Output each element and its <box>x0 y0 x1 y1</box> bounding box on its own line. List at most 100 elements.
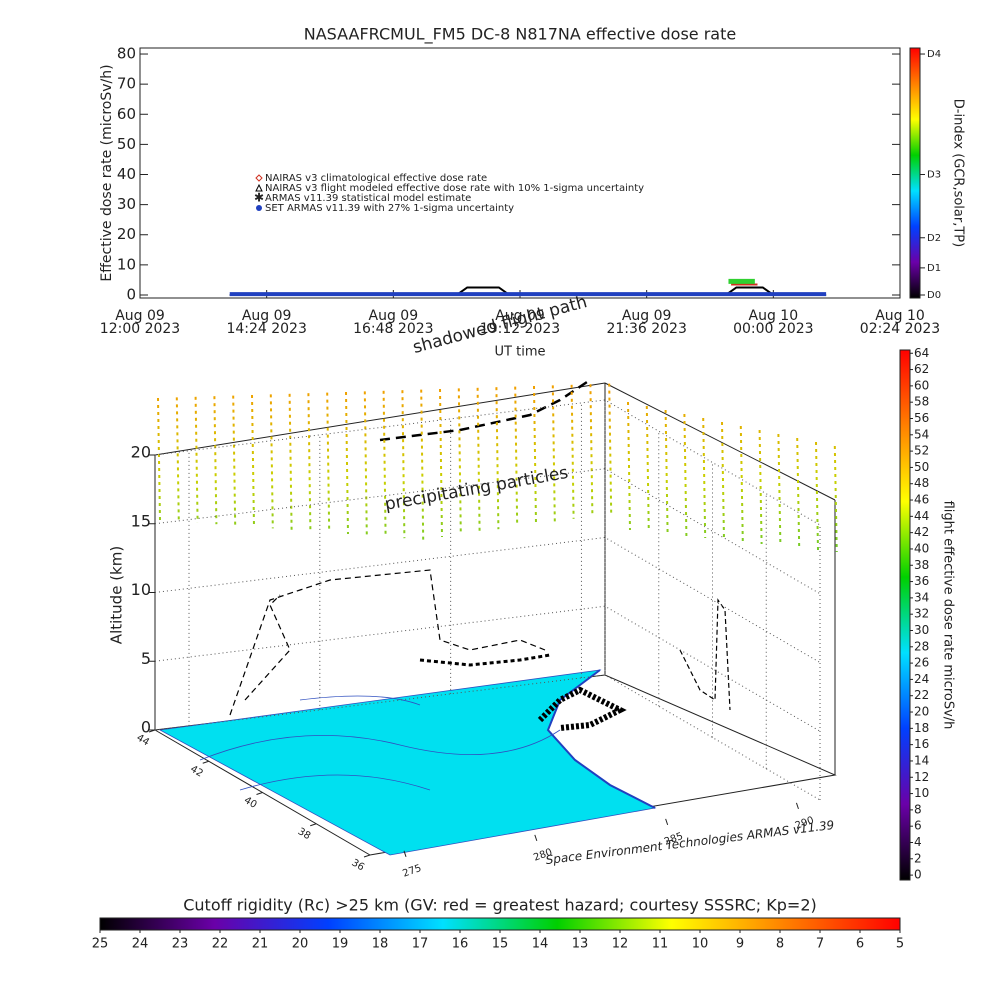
particle-column <box>777 433 782 547</box>
particle-column <box>739 425 744 543</box>
wall-edge <box>154 382 606 456</box>
particle-column <box>758 429 763 545</box>
colorbar-tick-label: 16 <box>914 737 929 751</box>
colorbar-tick-label: 22 <box>914 688 929 702</box>
x-tick-label: Aug 10 00:00 2023 <box>733 308 813 337</box>
wall-edge <box>604 382 836 501</box>
particle-column <box>251 394 255 528</box>
grid-line <box>154 399 821 526</box>
colorbar-tick-label: 20 <box>914 705 929 719</box>
colorbar-tick-label: 9 <box>736 937 744 952</box>
lat-tick <box>256 792 263 795</box>
y-tick-label: 50 <box>117 135 136 153</box>
colorbar-tick-label: 12 <box>914 770 929 784</box>
x-axis-label: UT time <box>495 345 546 360</box>
colorbar-tick-label: 16 <box>452 937 469 952</box>
legend-label: NAIRAS v3 flight modeled effective dose … <box>265 183 644 194</box>
colorbar-tick-label: 21 <box>252 937 269 952</box>
colorbar-tick-label: 23 <box>172 937 189 952</box>
particle-column <box>457 388 462 535</box>
colorbar-tick-label: 7 <box>816 937 824 952</box>
particle-column <box>288 393 293 530</box>
particle-column <box>815 441 819 551</box>
particle-column <box>269 394 274 529</box>
particle-column <box>157 397 161 521</box>
x-tick-label: Aug 09 16:48 2023 <box>353 308 433 337</box>
z-tick-label: 5 <box>141 649 151 668</box>
lon-tick <box>665 818 669 826</box>
lat-tick-label: 40 <box>242 795 259 811</box>
particle-column <box>326 392 331 533</box>
colorbar-tick-label: 26 <box>914 656 929 670</box>
particle-column <box>721 421 725 541</box>
particle-column <box>382 390 387 537</box>
colorbar-tick-label: 10 <box>914 786 929 800</box>
colorbar-tick-label: 15 <box>492 937 509 952</box>
particle-column <box>363 391 368 536</box>
particle-column <box>514 386 519 527</box>
colorbar-tick-label: 48 <box>914 476 929 490</box>
colorbar-tick-label: 25 <box>92 937 109 952</box>
particle-column <box>439 388 443 538</box>
colorbar-tick-label: 34 <box>914 590 929 604</box>
colorbar-tick-label: 52 <box>914 444 929 458</box>
colorbar-tick-label: 50 <box>914 460 929 474</box>
colorbar-tick-label: 6 <box>856 937 864 952</box>
legend-marker: ✱ <box>254 191 264 205</box>
colorbar-tick-label: 2 <box>914 851 922 865</box>
colorbar-tick-label: 32 <box>914 607 929 621</box>
x-tick-label: Aug 09 12:00 2023 <box>100 308 180 337</box>
particle-column <box>664 409 669 535</box>
dindex-colorbar <box>909 47 921 299</box>
colorbar-tick-label: 10 <box>692 937 709 952</box>
particle-column <box>175 397 180 522</box>
x-tick-label: Aug 09 21:36 2023 <box>606 308 686 337</box>
z-tick-label: 0 <box>141 718 151 737</box>
chart-title: NASAAFRCMUL_FM5 DC-8 N817NA effective do… <box>304 25 736 45</box>
colorbar-tick-label: 22 <box>212 937 229 952</box>
lat-tick <box>310 823 317 827</box>
colorbar-tick-label: 56 <box>914 411 929 425</box>
x-tick-label: Aug 09 19:12 2023 <box>480 308 560 337</box>
colorbar-tick-label: 17 <box>412 937 429 952</box>
lat-tick <box>148 729 156 733</box>
particle-column <box>495 387 500 530</box>
particle-column <box>645 405 650 533</box>
particle-column <box>194 396 199 523</box>
particle-column <box>307 393 312 532</box>
colorbar-label: flight effective dose rate microSv/h <box>941 501 956 730</box>
plot-frame <box>139 47 901 299</box>
colorbar-tick-label: 24 <box>132 937 149 952</box>
colorbar-tick-label: 18 <box>372 937 389 952</box>
y2-tick-label: D1 <box>927 263 941 274</box>
lat-tick-label: 36 <box>349 857 366 873</box>
colorbar-tick-label: 24 <box>914 672 929 686</box>
particle-column <box>401 390 406 539</box>
lon-tick <box>795 802 799 810</box>
colorbar-tick-label: 12 <box>612 937 629 952</box>
legend-label: ARMAS v11.39 statistical model estimate <box>265 193 471 204</box>
legend-marker <box>256 205 262 211</box>
y-tick-label: 10 <box>117 255 136 273</box>
colorbar-tick-label: 42 <box>914 525 929 539</box>
colorbar-tick-label: 8 <box>914 802 922 816</box>
lat-tick <box>202 760 209 764</box>
colorbar-tick-label: 44 <box>914 509 929 523</box>
annotation: Space Environment Technologies ARMAS v11… <box>545 818 835 867</box>
lat-tick <box>363 854 371 858</box>
colorbar <box>899 349 911 881</box>
y-tick-label: 0 <box>126 285 136 303</box>
colorbar-tick-label: 14 <box>914 753 929 767</box>
x-tick-label: Aug 09 14:24 2023 <box>226 308 306 337</box>
colorbar-tick-label: 14 <box>532 937 549 952</box>
colorbar-tick-label: 18 <box>914 721 929 735</box>
colorbar-tick-label: 28 <box>914 639 929 653</box>
particle-column <box>345 391 349 535</box>
colorbar-tick-label: 5 <box>896 937 904 952</box>
particle-column <box>608 383 613 514</box>
colorbar-tick-label: 62 <box>914 362 929 376</box>
y-tick-label: 20 <box>117 225 136 243</box>
colorbar-tick-label: 19 <box>332 937 349 952</box>
z-tick-label: 15 <box>131 511 151 530</box>
